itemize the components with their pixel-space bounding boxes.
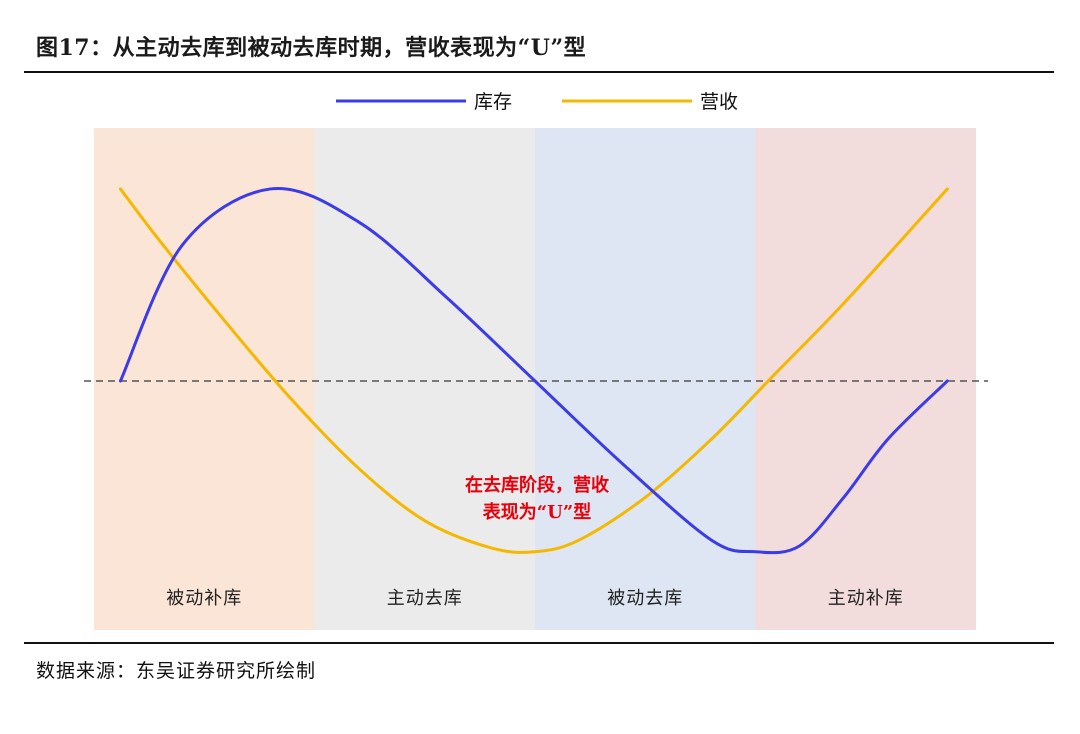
legend: 库存 营收 <box>336 91 738 113</box>
phase-band-2 <box>535 128 756 630</box>
series-lines <box>118 186 949 555</box>
phase-label-3: 主动补库 <box>828 588 904 609</box>
phase-band-3 <box>755 128 976 630</box>
series-line-inventory <box>118 186 949 555</box>
phase-label-2: 被动去库 <box>607 588 683 609</box>
phase-bands <box>94 128 976 630</box>
annotation-line-2: 表现为“U”型 <box>483 501 591 523</box>
figure-title: 图17：从主动去库到被动去库时期，营收表现为“U”型 <box>36 35 587 61</box>
phase-labels: 被动补库 主动去库 被动去库 主动补库 <box>166 588 904 609</box>
phase-label-1: 主动去库 <box>387 588 463 609</box>
chart-canvas: 被动补库 主动去库 被动去库 主动补库 在去库阶段，营收 表现为“U”型 库存 营收 <box>84 91 988 630</box>
annotation: 在去库阶段，营收 表现为“U”型 <box>465 474 609 523</box>
bottom-rule <box>24 642 1054 644</box>
annotation-line-1: 在去库阶段，营收 <box>465 474 609 496</box>
phase-band-0 <box>94 128 315 630</box>
legend-label-revenue: 营收 <box>700 91 738 113</box>
series-line-revenue <box>118 187 949 554</box>
legend-label-inventory: 库存 <box>474 91 512 113</box>
phase-band-1 <box>314 128 535 630</box>
top-rule <box>24 71 1054 73</box>
source-note: 数据来源：东吴证券研究所绘制 <box>36 660 317 682</box>
phase-label-0: 被动补库 <box>166 588 242 609</box>
